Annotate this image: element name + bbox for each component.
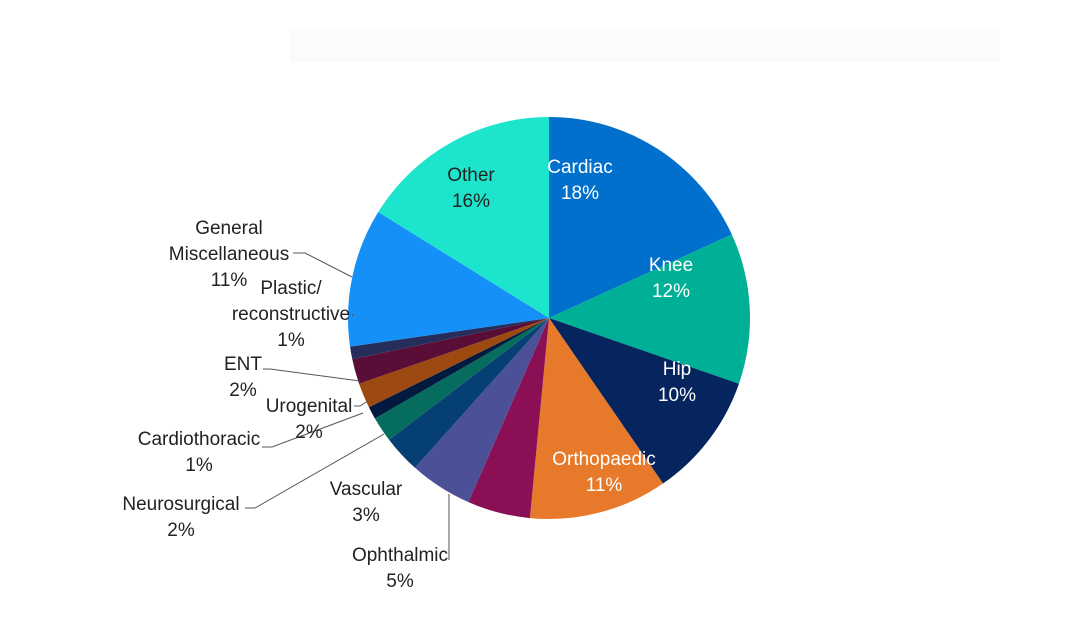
slice-label-ophthalmic-5-line-1: 5% <box>386 571 414 592</box>
slice-label-general-miscellaneous-11-line-2: 11% <box>211 270 248 291</box>
pie-slices <box>348 116 751 520</box>
pie-slice-vascular <box>389 318 549 468</box>
leader-line-general-miscellaneous <box>293 252 353 278</box>
slice-label-neurosurgical-2-line-0: Neurosurgical <box>122 494 239 515</box>
pie-slice-knee <box>549 234 751 384</box>
leader-lines <box>245 252 450 560</box>
slice-label-orthopaedic-11-line-1: 11% <box>586 475 623 496</box>
slice-label-orthopaedic-11-line-0: Orthopaedic <box>552 449 656 470</box>
slice-label-other-16-line-1: 16% <box>452 191 490 212</box>
slice-label-hip-10-line-0: Hip <box>663 359 692 380</box>
chart-title-area <box>290 28 1000 62</box>
pie-slice-plastic-reconstructive <box>350 318 549 360</box>
slice-label-hip-10-line-1: 10% <box>658 385 696 406</box>
slice-label-cardiac-18-line-0: Cardiac <box>547 157 612 178</box>
pie-slice-cardiac <box>549 116 732 318</box>
slice-label-cardiothoracic-1-line-1: 1% <box>185 455 213 476</box>
leader-line-ent <box>263 368 361 382</box>
pie-slice-cardiothoracic <box>368 318 549 419</box>
pie-slice-neurosurgical <box>374 318 549 440</box>
pie-slice-hip <box>549 318 739 484</box>
slice-label-plastic-reconstructive-1-line-2: 1% <box>277 330 305 351</box>
slice-label-general-miscellaneous-11-line-1: Miscellaneous <box>169 244 289 265</box>
slice-label-knee-12-line-0: Knee <box>649 255 693 276</box>
leader-line-plastic-reconstructive <box>351 313 354 317</box>
slice-labels: Cardiac 18% Knee 12% Hip 10% Orthopaedic 11% Oph… <box>122 157 696 592</box>
pie-slice-urogenital <box>359 318 549 408</box>
slice-label-ophthalmic-5-line-0: Ophthalmic <box>352 545 448 566</box>
leader-line-neurosurgical <box>245 433 385 509</box>
slice-label-urogenital-2-line-0: Urogenital <box>266 396 353 417</box>
leader-line-cardiothoracic <box>262 412 364 448</box>
pie-slice-unlabeled-4 <box>468 318 549 519</box>
slice-label-ent-2-line-1: 2% <box>229 380 257 401</box>
pie-slice-other <box>378 117 549 318</box>
slice-label-vascular-3-line-0: Vascular <box>330 479 403 500</box>
slice-label-other-16-line-0: Other <box>447 165 495 186</box>
slice-label-neurosurgical-2-line-1: 2% <box>167 520 195 541</box>
slice-label-plastic-reconstructive-1-line-1: reconstructive <box>232 304 350 325</box>
slice-label-vascular-3-line-1: 3% <box>352 505 380 526</box>
slice-label-knee-12-line-1: 12% <box>652 281 690 302</box>
slice-label-cardiac-18-line-1: 18% <box>561 183 599 204</box>
pie-slice-general-miscellaneous <box>348 212 549 347</box>
pie-slice-ent <box>352 318 549 384</box>
slice-label-plastic-reconstructive-1-line-0: Plastic/ <box>260 278 322 299</box>
slice-label-ent-2-line-0: ENT <box>224 354 262 375</box>
slice-label-general-miscellaneous-11-line-0: General <box>195 218 263 239</box>
leader-line-urogenital <box>354 400 369 407</box>
slice-label-cardiothoracic-1-line-0: Cardiothoracic <box>138 429 261 450</box>
pie-slice-ophthalmic <box>414 318 549 503</box>
slice-label-urogenital-2-line-1: 2% <box>295 422 323 443</box>
pie-slice-orthopaedic <box>529 318 663 520</box>
